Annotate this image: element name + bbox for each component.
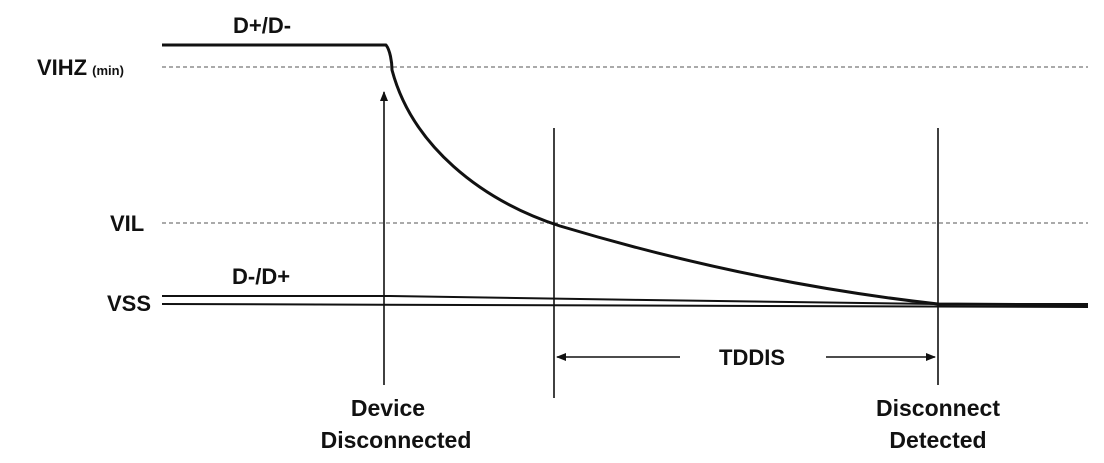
lower-signal-trace-lower-rail	[161, 303, 1089, 308]
disconnect-detected-caption-line1: Disconnect	[876, 395, 1000, 421]
lower-signal-label: D-/D+	[232, 264, 290, 289]
device-disconnected-caption-line1: Device	[351, 395, 425, 421]
lower-signal-trace-upper-rail	[162, 295, 1088, 305]
vss-level-label: VSS	[107, 291, 151, 316]
upper-signal-trace	[162, 43, 1089, 307]
upper-signal-label: D+/D-	[233, 13, 291, 38]
vihz-main: VIHZ	[37, 55, 87, 80]
device-disconnected-caption-line2: Disconnected	[321, 427, 472, 453]
vil-level-label: VIL	[110, 211, 144, 236]
vihz-level-label: VIHZ (min)	[37, 55, 124, 80]
vihz-suffix: (min)	[92, 63, 124, 78]
disconnect-detected-caption-line2: Detected	[889, 427, 986, 453]
tddis-label: TDDIS	[719, 345, 785, 370]
